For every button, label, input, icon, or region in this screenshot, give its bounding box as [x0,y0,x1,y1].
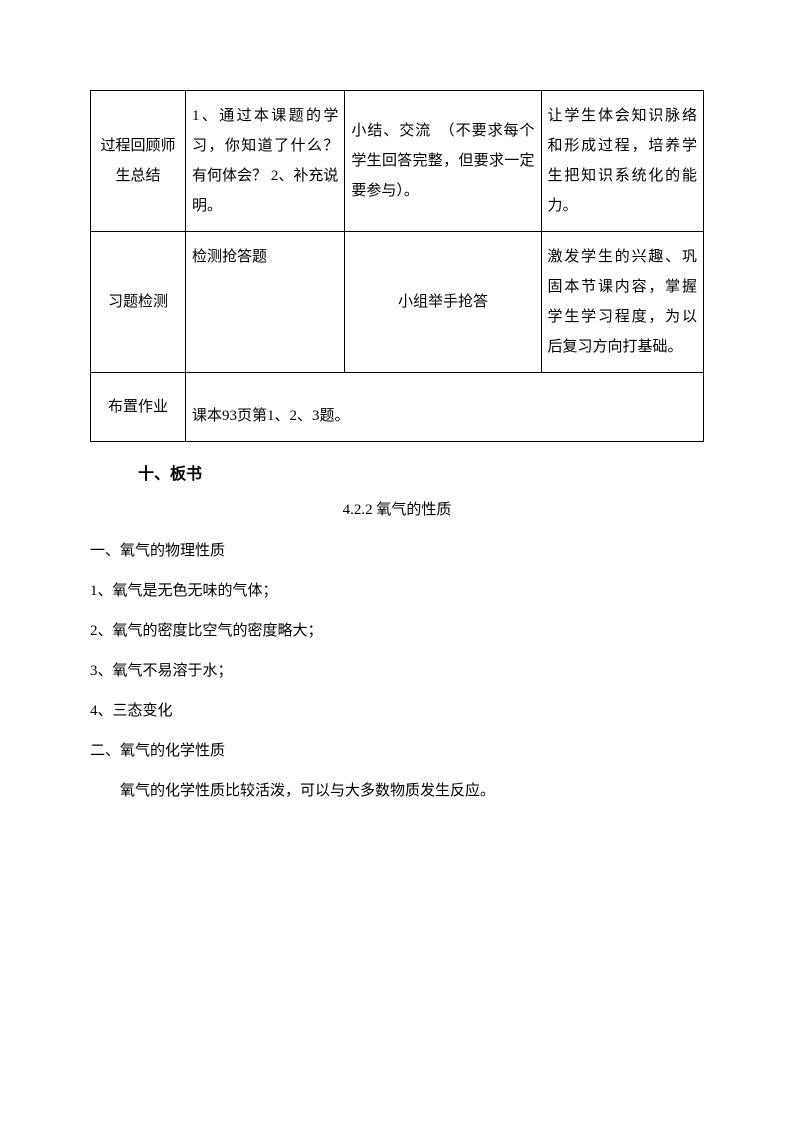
outline-line: 二、氧气的化学性质 [90,733,704,769]
table-row: 过程回顾师生总结 1、通过本课题的学习，你知道了什么？有何体会？ 2、补充说明。… [91,91,704,232]
cell-stage: 布置作业 [91,373,186,442]
cell-student: 小组举手抢答 [345,232,541,373]
outline-line: 3、氧气不易溶于水； [90,653,704,689]
outline-line: 1、氧气是无色无味的气体； [90,573,704,609]
outline-line: 2、氧气的密度比空气的密度略大； [90,613,704,649]
cell-stage: 习题检测 [91,232,186,373]
cell-stage: 过程回顾师生总结 [91,91,186,232]
outline-line: 4、三态变化 [90,693,704,729]
outline-final: 氧气的化学性质比较活泼，可以与大多数物质发生反应。 [90,773,704,809]
cell-teacher: 1、通过本课题的学习，你知道了什么？有何体会？ 2、补充说明。 [186,91,345,232]
section-subtitle: 4.2.2 氧气的性质 [90,498,704,519]
table-row: 布置作业 课本93页第1、2、3题。 [91,373,704,442]
cell-teacher: 检测抢答题 [186,232,345,373]
lesson-table: 过程回顾师生总结 1、通过本课题的学习，你知道了什么？有何体会？ 2、补充说明。… [90,90,704,442]
page-content: 过程回顾师生总结 1、通过本课题的学习，你知道了什么？有何体会？ 2、补充说明。… [90,90,704,809]
section-heading: 十、板书 [138,460,704,484]
table-row: 习题检测 检测抢答题 小组举手抢答 激发学生的兴趣、巩固本节课内容，掌握学生学习… [91,232,704,373]
cell-purpose: 让学生体会知识脉络和形成过程，培养学生把知识系统化的能力。 [541,91,703,232]
outline-line: 一、氧气的物理性质 [90,533,704,569]
cell-purpose: 激发学生的兴趣、巩固本节课内容，掌握学生学习程度，为以后复习方向打基础。 [541,232,703,373]
cell-student: 小结、交流 （不要求每个学生回答完整，但要求一定要参与）。 [345,91,541,232]
cell-homework: 课本93页第1、2、3题。 [186,373,704,442]
